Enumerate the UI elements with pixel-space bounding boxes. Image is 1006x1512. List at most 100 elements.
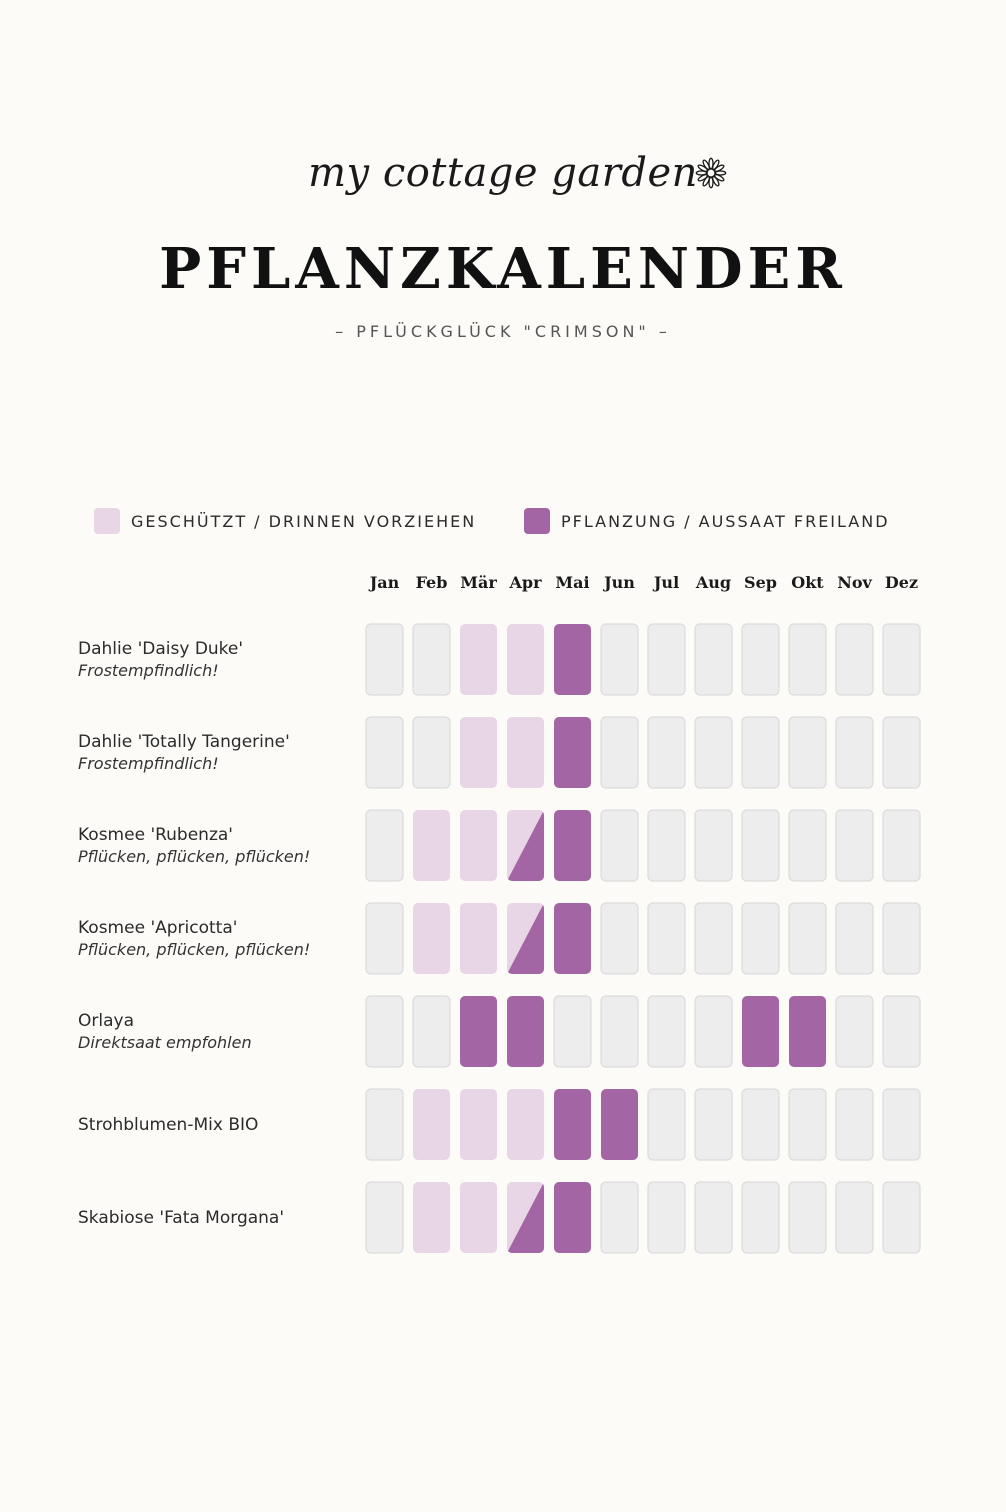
calendar-cell [741, 716, 780, 789]
legend-swatch-planting [524, 508, 550, 534]
calendar-cell [647, 902, 686, 975]
calendar-cell [647, 809, 686, 882]
calendar-cell [507, 717, 544, 788]
calendar-cell [882, 809, 921, 882]
plant-name: Kosmee 'Rubenza' [78, 825, 233, 845]
plant-row-label: Strohblumen-Mix BIO [78, 1114, 358, 1136]
calendar-cell [694, 623, 733, 696]
calendar-cell [460, 810, 497, 881]
calendar-cell [600, 809, 639, 882]
calendar-cell [647, 716, 686, 789]
calendar-cell [694, 1181, 733, 1254]
plant-name: Strohblumen-Mix BIO [78, 1115, 259, 1135]
plant-note: Frostempfindlich! [78, 754, 219, 773]
calendar-cell [647, 1181, 686, 1254]
legend-swatch-protected [94, 508, 120, 534]
calendar-cell [788, 809, 827, 882]
calendar-cell [694, 995, 733, 1068]
calendar-cell [788, 1088, 827, 1161]
calendar-cell [741, 902, 780, 975]
plant-name: Kosmee 'Apricotta' [78, 918, 238, 938]
calendar-cell [413, 903, 450, 974]
calendar-cell [741, 1181, 780, 1254]
plant-note: Pflücken, pflücken, pflücken! [78, 847, 311, 866]
calendar-cell [413, 1182, 450, 1253]
calendar-cell [694, 809, 733, 882]
month-label-aug: Aug [695, 573, 731, 592]
calendar-cell [788, 623, 827, 696]
logo-area: my cottage garden [0, 150, 1006, 196]
calendar-cell [460, 996, 497, 1067]
logo: my cottage garden [308, 150, 727, 196]
plant-name: Skabiose 'Fata Morgana' [78, 1208, 285, 1228]
calendar-cell [413, 810, 450, 881]
month-label-jul: Jul [652, 573, 679, 592]
calendar-cell [365, 1088, 404, 1161]
legend-label-planting: PFLANZUNG / AUSSAAT FREILAND [561, 511, 890, 531]
calendar-cell [507, 810, 544, 881]
calendar-cell [507, 996, 544, 1067]
calendar-cell [554, 1182, 591, 1253]
calendar-cell [412, 623, 451, 696]
calendar-cell [600, 1181, 639, 1254]
plant-row-label: Kosmee 'Rubenza' Pflücken, pflücken, pfl… [78, 824, 358, 868]
month-label-apr: Apr [508, 573, 542, 592]
calendar-cell [789, 996, 826, 1067]
plant-name: Orlaya [78, 1011, 134, 1031]
plant-row-label: Skabiose 'Fata Morgana' [78, 1207, 358, 1229]
month-label-okt: Okt [791, 573, 824, 592]
calendar-cell [413, 1089, 450, 1160]
calendar-cell [835, 623, 874, 696]
calendar-cell [554, 903, 591, 974]
month-label-mär: Mär [460, 573, 497, 592]
calendar-cell [694, 716, 733, 789]
calendar-cell [882, 716, 921, 789]
flower-icon [695, 157, 727, 189]
plant-name: Dahlie 'Totally Tangerine' [78, 732, 290, 752]
calendar-cell [365, 716, 404, 789]
calendar-cell [647, 995, 686, 1068]
legend-item-protected: GESCHÜTZT / DRINNEN VORZIEHEN [94, 508, 476, 534]
calendar-cell [365, 1181, 404, 1254]
plant-row-label: Orlaya Direktsaat empfohlen [78, 1010, 358, 1054]
calendar-cell [365, 623, 404, 696]
legend: GESCHÜTZT / DRINNEN VORZIEHEN PFLANZUNG … [94, 508, 954, 536]
calendar-cell [694, 1088, 733, 1161]
plant-note: Direktsaat empfohlen [78, 1033, 252, 1052]
calendar-cell [835, 902, 874, 975]
calendar-cell [742, 996, 779, 1067]
calendar-cell [460, 624, 497, 695]
calendar-cell [694, 902, 733, 975]
calendar-cell [554, 624, 591, 695]
calendar-cell [882, 902, 921, 975]
calendar-cell [365, 995, 404, 1068]
calendar-cell [460, 717, 497, 788]
calendar-cell [412, 995, 451, 1068]
calendar-cell [741, 1088, 780, 1161]
calendar-cell [882, 1181, 921, 1254]
calendar-cell [507, 1182, 544, 1253]
calendar-cell [835, 809, 874, 882]
legend-label-protected: GESCHÜTZT / DRINNEN VORZIEHEN [131, 511, 477, 531]
plant-note: Frostempfindlich! [78, 661, 219, 680]
month-label-jan: Jan [368, 573, 400, 592]
calendar-cell [365, 809, 404, 882]
calendar-cell [600, 623, 639, 696]
calendar-cell [788, 716, 827, 789]
month-label-sep: Sep [744, 573, 777, 592]
plant-note: Pflücken, pflücken, pflücken! [78, 940, 311, 959]
calendar-cell [460, 1089, 497, 1160]
calendar-cell [554, 1089, 591, 1160]
calendar-cell [507, 624, 544, 695]
page-title: PFLANZKALENDER [159, 236, 847, 302]
calendar-cell [741, 809, 780, 882]
calendar-cell [554, 717, 591, 788]
calendar-cell [507, 903, 544, 974]
calendar-cell [460, 1182, 497, 1253]
calendar-cell [507, 1089, 544, 1160]
calendar-cell [835, 1181, 874, 1254]
month-label-feb: Feb [416, 573, 448, 592]
calendar-cell [553, 995, 592, 1068]
plant-row-label: Dahlie 'Daisy Duke' Frostempfindlich! [78, 638, 358, 682]
